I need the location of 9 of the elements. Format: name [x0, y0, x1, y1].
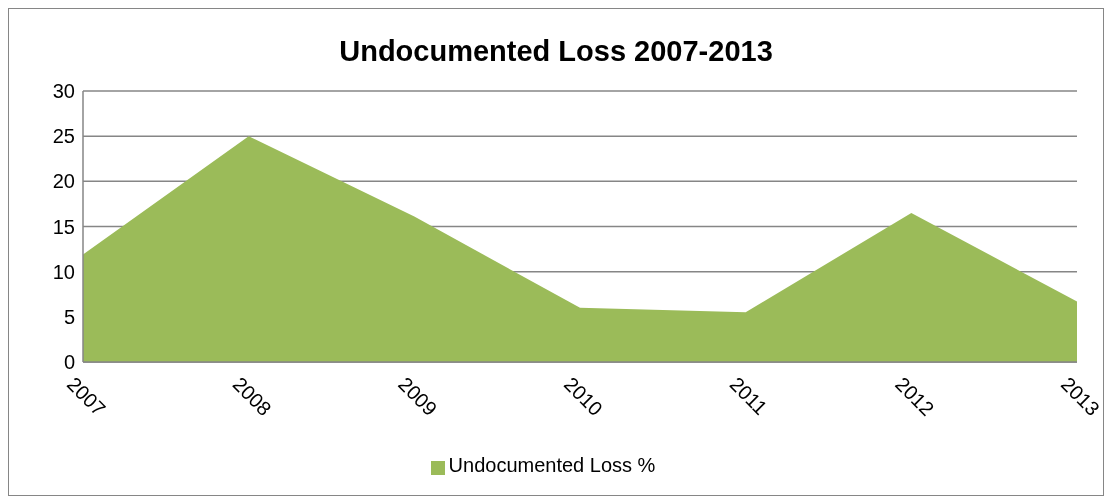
legend-label: Undocumented Loss % — [448, 454, 656, 476]
y-tick-label: 15 — [52, 215, 75, 238]
y-tick-label: 30 — [52, 80, 75, 103]
chart-title: Undocumented Loss 2007-2013 — [338, 35, 774, 68]
y-tick-label: 0 — [63, 351, 75, 374]
y-tick-label: 20 — [52, 170, 75, 193]
y-tick-label: 10 — [52, 260, 75, 283]
y-tick-label: 5 — [63, 305, 75, 328]
y-tick-label: 25 — [52, 125, 75, 148]
